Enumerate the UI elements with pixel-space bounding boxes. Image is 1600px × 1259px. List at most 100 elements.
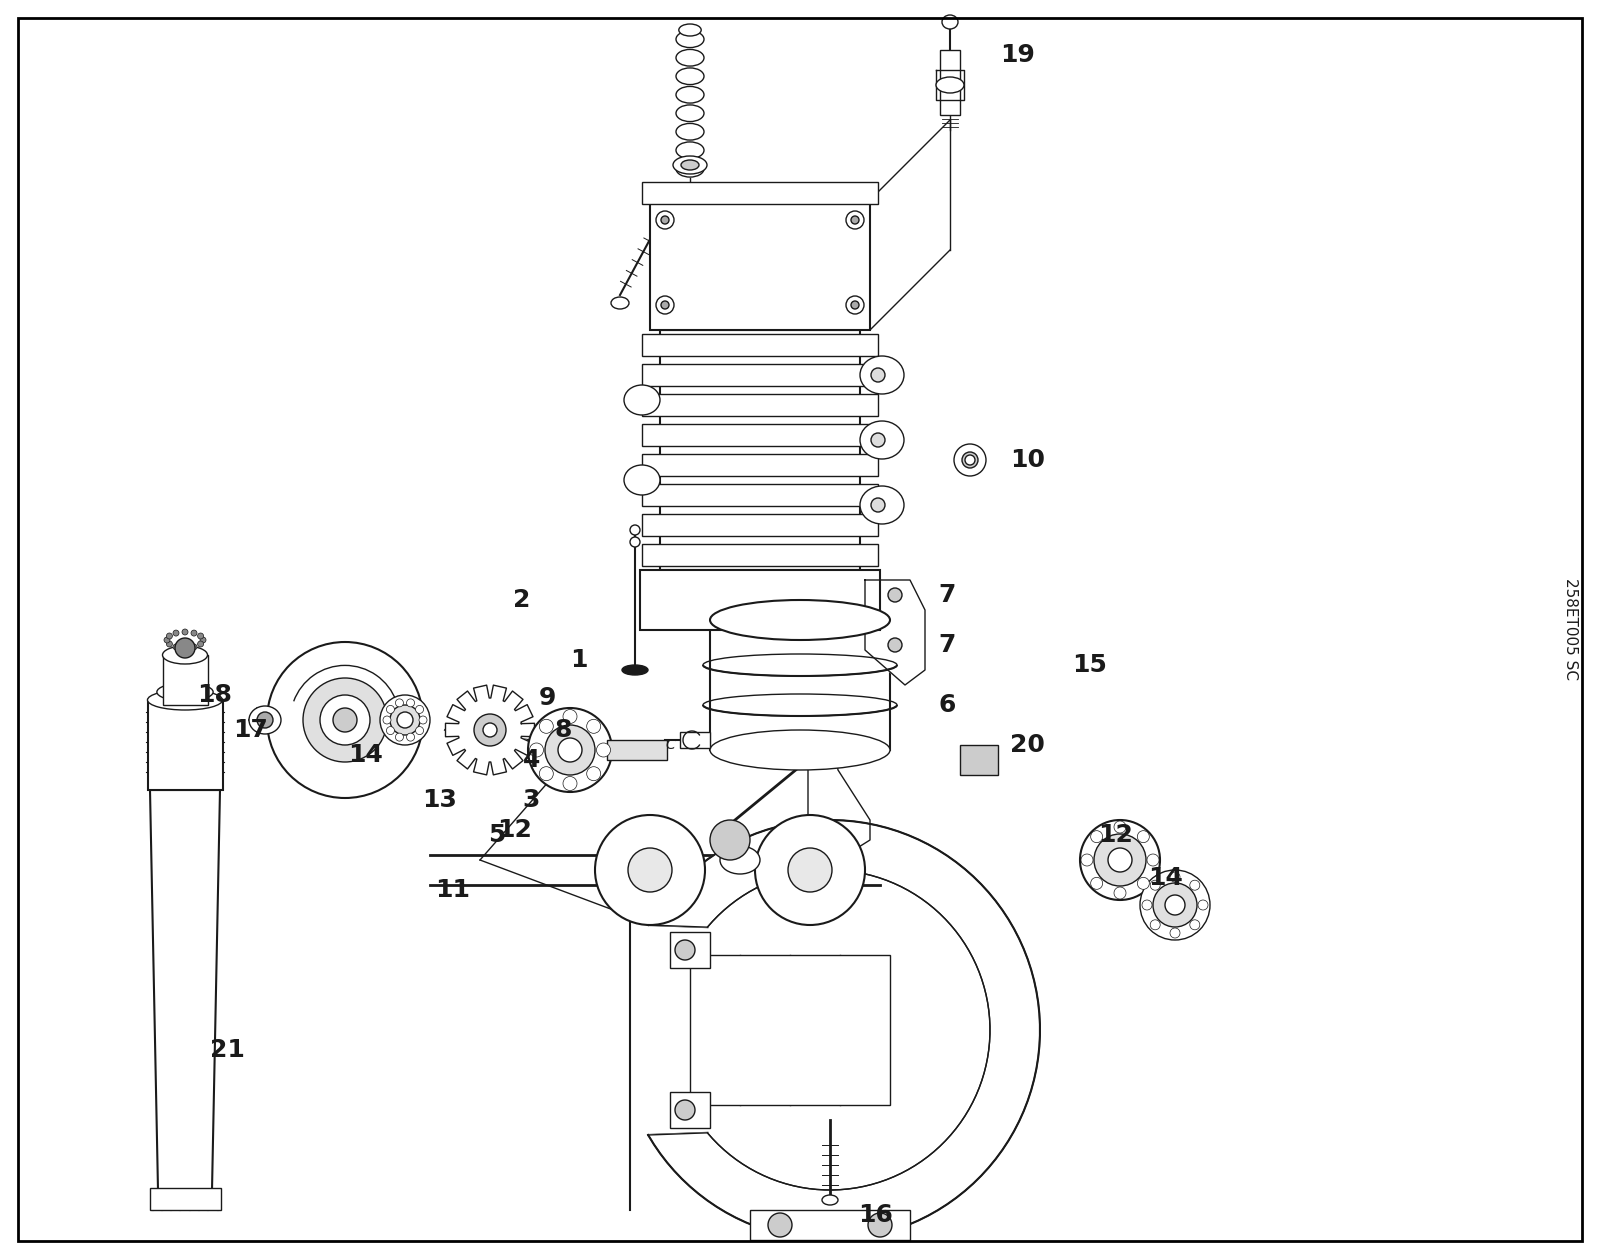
Circle shape bbox=[768, 1212, 792, 1238]
Bar bbox=[650, 200, 870, 330]
Text: 12: 12 bbox=[1098, 823, 1133, 847]
Circle shape bbox=[870, 433, 885, 447]
Text: 2: 2 bbox=[512, 588, 530, 612]
Bar bbox=[642, 514, 878, 536]
Circle shape bbox=[1139, 870, 1210, 940]
Bar bbox=[642, 394, 878, 415]
Circle shape bbox=[528, 708, 611, 792]
Ellipse shape bbox=[390, 705, 419, 735]
Text: 4: 4 bbox=[523, 748, 541, 772]
Bar bbox=[147, 700, 222, 789]
Circle shape bbox=[483, 723, 498, 737]
Bar bbox=[642, 544, 878, 567]
Circle shape bbox=[755, 815, 866, 925]
Ellipse shape bbox=[381, 695, 430, 745]
Ellipse shape bbox=[622, 665, 648, 675]
Circle shape bbox=[851, 217, 859, 224]
Ellipse shape bbox=[710, 601, 890, 640]
Circle shape bbox=[197, 633, 203, 640]
Circle shape bbox=[530, 743, 544, 757]
Circle shape bbox=[1170, 872, 1181, 883]
Circle shape bbox=[416, 705, 424, 714]
Circle shape bbox=[787, 849, 832, 891]
Circle shape bbox=[661, 217, 669, 224]
Bar bbox=[941, 50, 960, 115]
Circle shape bbox=[302, 679, 387, 762]
Circle shape bbox=[395, 699, 403, 706]
Circle shape bbox=[173, 630, 179, 636]
Polygon shape bbox=[445, 685, 534, 774]
Ellipse shape bbox=[962, 452, 978, 468]
Ellipse shape bbox=[624, 385, 661, 415]
Bar bbox=[606, 740, 667, 760]
Bar bbox=[690, 956, 890, 1105]
Circle shape bbox=[1165, 895, 1186, 915]
Circle shape bbox=[387, 705, 395, 714]
Ellipse shape bbox=[822, 1195, 838, 1205]
Text: C: C bbox=[666, 738, 675, 752]
Circle shape bbox=[1190, 880, 1200, 890]
Circle shape bbox=[419, 716, 427, 724]
Circle shape bbox=[1107, 849, 1133, 872]
Circle shape bbox=[1138, 878, 1149, 889]
Circle shape bbox=[539, 719, 554, 733]
Bar bbox=[960, 745, 998, 776]
Circle shape bbox=[1114, 888, 1126, 899]
Circle shape bbox=[630, 525, 640, 535]
Circle shape bbox=[1198, 900, 1208, 910]
Ellipse shape bbox=[861, 421, 904, 460]
Text: 15: 15 bbox=[1072, 653, 1107, 677]
Circle shape bbox=[870, 368, 885, 381]
Text: 20: 20 bbox=[1010, 733, 1045, 757]
Text: 14: 14 bbox=[349, 743, 382, 767]
Circle shape bbox=[656, 212, 674, 229]
Ellipse shape bbox=[157, 682, 213, 701]
Circle shape bbox=[1091, 878, 1102, 889]
Circle shape bbox=[597, 743, 611, 757]
Circle shape bbox=[888, 638, 902, 652]
Circle shape bbox=[656, 296, 674, 313]
Polygon shape bbox=[808, 740, 870, 870]
Circle shape bbox=[333, 708, 357, 731]
Circle shape bbox=[267, 642, 422, 798]
Circle shape bbox=[846, 296, 864, 313]
Polygon shape bbox=[150, 789, 221, 1190]
Circle shape bbox=[166, 641, 173, 647]
Circle shape bbox=[1170, 928, 1181, 938]
Circle shape bbox=[1138, 831, 1149, 842]
Circle shape bbox=[1150, 880, 1160, 890]
Bar bbox=[163, 655, 208, 705]
Circle shape bbox=[182, 630, 189, 635]
Circle shape bbox=[846, 212, 864, 229]
Circle shape bbox=[587, 719, 600, 733]
Bar bbox=[680, 731, 710, 748]
Text: 18: 18 bbox=[197, 682, 232, 708]
Circle shape bbox=[867, 1212, 893, 1238]
Text: 10: 10 bbox=[1010, 448, 1045, 472]
Bar bbox=[661, 330, 861, 570]
Ellipse shape bbox=[678, 24, 701, 37]
Circle shape bbox=[406, 733, 414, 742]
Text: 6: 6 bbox=[938, 692, 955, 716]
Bar bbox=[750, 1210, 910, 1240]
Circle shape bbox=[539, 767, 554, 781]
Text: 13: 13 bbox=[422, 788, 458, 812]
Circle shape bbox=[1080, 820, 1160, 900]
Polygon shape bbox=[648, 820, 1040, 1240]
Circle shape bbox=[197, 641, 203, 647]
Ellipse shape bbox=[954, 444, 986, 476]
Text: 258ET005 SC: 258ET005 SC bbox=[1563, 578, 1578, 680]
Text: 1: 1 bbox=[571, 648, 589, 672]
Circle shape bbox=[258, 713, 274, 728]
Bar bbox=[642, 483, 878, 506]
Ellipse shape bbox=[624, 465, 661, 495]
Bar bbox=[670, 1092, 710, 1128]
Circle shape bbox=[710, 820, 750, 860]
Circle shape bbox=[200, 637, 206, 643]
Text: 5: 5 bbox=[488, 823, 506, 847]
Circle shape bbox=[1094, 833, 1146, 886]
Circle shape bbox=[661, 301, 669, 308]
Ellipse shape bbox=[720, 846, 760, 874]
Bar bbox=[642, 334, 878, 356]
Circle shape bbox=[870, 499, 885, 512]
